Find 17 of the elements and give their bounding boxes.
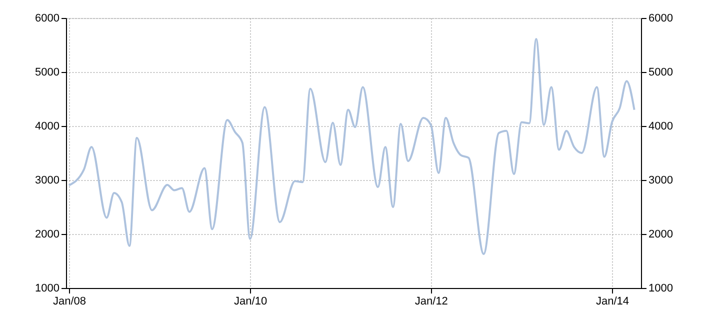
x-tick-label: Jan/10 — [234, 296, 268, 308]
x-tick-label: Jan/08 — [52, 296, 86, 308]
y-tick-label: 4000 — [35, 120, 60, 132]
y2-tick-label: 1000 — [648, 282, 673, 294]
y2-tick-label: 4000 — [648, 120, 673, 132]
y-tick-label: 2000 — [35, 228, 60, 240]
y-tick-label: 5000 — [35, 66, 60, 78]
y2-tick-label: 6000 — [648, 12, 673, 24]
y-tick-label: 1000 — [35, 282, 60, 294]
y-tick-label: 6000 — [35, 12, 60, 24]
y2-tick-label: 3000 — [648, 174, 673, 186]
x-tick-label: Jan/14 — [596, 296, 630, 308]
line-series — [68, 38, 636, 255]
y2-tick-label: 5000 — [648, 66, 673, 78]
y2-tick-label: 2000 — [648, 228, 673, 240]
y-tick-label: 3000 — [35, 174, 60, 186]
x-tick-label: Jan/12 — [414, 296, 448, 308]
